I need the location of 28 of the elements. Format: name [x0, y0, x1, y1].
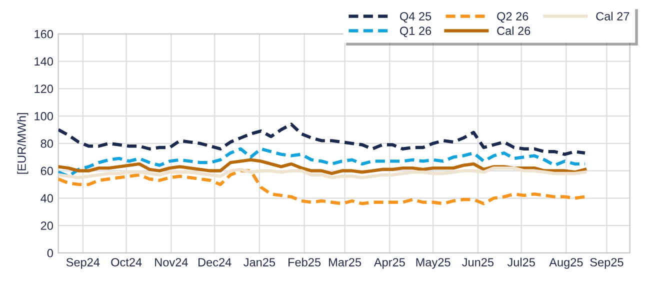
y-tick-label: 120: [34, 84, 53, 94]
y-axis-title: [EUR/MWh]: [17, 113, 28, 174]
legend-label: Q2 26: [497, 12, 528, 23]
x-tick-label: Jul25: [507, 258, 535, 266]
legend-label: Cal 26: [497, 26, 530, 36]
y-tick-label: 80: [40, 139, 53, 148]
x-tick-label: Aug25: [549, 258, 583, 269]
y-tick-label: 140: [34, 57, 53, 66]
y-tick-label: 20: [40, 222, 53, 230]
y-tick-label: 0: [47, 248, 53, 258]
y-tick-label: 60: [40, 166, 53, 176]
x-tick-label: Apr25: [374, 258, 405, 269]
x-tick-label: Feb25: [288, 258, 321, 266]
y-tick-label: 100: [34, 112, 53, 120]
x-tick-label: Sep25: [590, 258, 624, 269]
x-tick-label: Nov24: [155, 258, 188, 266]
x-tick-label: Mar25: [329, 258, 362, 266]
legend-label: Q1 26: [400, 26, 432, 38]
x-tick-label: Dec24: [198, 258, 232, 266]
x-tick-label: Jun25: [462, 258, 494, 266]
x-tick-label: Oct24: [111, 258, 142, 266]
x-tick-label: Sep24: [66, 258, 100, 269]
x-tick-label: May25: [416, 258, 450, 269]
y-tick-label: 160: [34, 30, 53, 38]
x-tick-label: Jan25: [244, 258, 276, 266]
legend-label: Cal 27: [596, 12, 630, 20]
y-tick-label: 40: [40, 194, 53, 203]
legend-label: Q4 25: [400, 12, 432, 23]
